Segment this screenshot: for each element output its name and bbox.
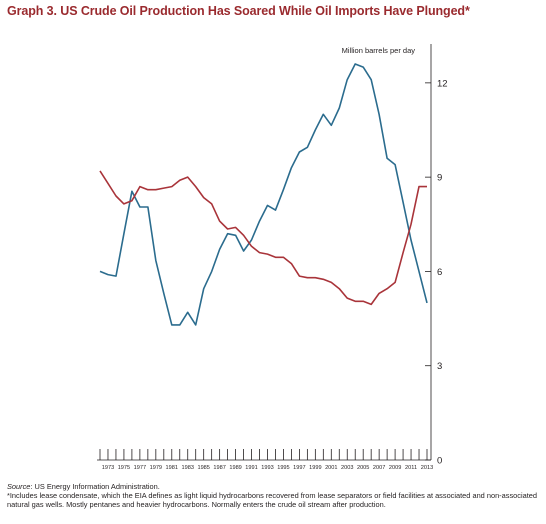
plot-area (99, 63, 428, 326)
y-ticks: 0 3 6 9 12 (425, 78, 448, 467)
x-tick-label: 1983 (182, 465, 194, 471)
x-tick-label: 1987 (213, 465, 225, 471)
x-tick-label: 1985 (197, 465, 209, 471)
footnote: *Includes lease condensate, which the EI… (7, 491, 537, 509)
x-tick-label: 2009 (389, 465, 401, 471)
source-text: : US Energy Information Administration. (30, 482, 160, 491)
x-tick-label: 1981 (166, 465, 178, 471)
x-tick-label: 1997 (293, 465, 305, 471)
x-tick-label: 2007 (373, 465, 385, 471)
y-axis: 0 3 6 9 12 Million barrels per day (342, 44, 448, 467)
x-tick-label: 1977 (134, 465, 146, 471)
y-tick-label: 3 (437, 361, 442, 372)
x-tick-label: 2011 (405, 465, 417, 471)
x-tick-label: 1973 (102, 465, 114, 471)
x-tick-label: 1999 (309, 465, 321, 471)
y-axis-unit-label: Million barrels per day (342, 46, 416, 55)
x-axis: 1973 1975 1977 1979 1981 1983 1985 1987 1989 1991… (97, 449, 433, 471)
x-tick-label: 1979 (150, 465, 162, 471)
production-line (99, 63, 428, 326)
source-label: Source (7, 482, 31, 491)
x-ticks: 1973 1975 1977 1979 1981 1983 1985 1987 1989 1991… (99, 449, 433, 471)
x-tick-label: 2005 (357, 465, 369, 471)
x-tick-label: 1993 (261, 465, 273, 471)
y-tick-label: 6 (437, 267, 442, 278)
x-tick-label: 1975 (118, 465, 130, 471)
y-tick-label: 12 (437, 78, 448, 89)
x-tick-label: 1989 (229, 465, 241, 471)
y-tick-label: 0 (437, 456, 442, 467)
imports-line (99, 170, 427, 306)
x-tick-label: 1995 (277, 465, 289, 471)
source-note: Source: US Energy Information Administra… (7, 482, 543, 491)
x-tick-label: 2001 (325, 465, 337, 471)
chart-title: Graph 3. US Crude Oil Production Has Soa… (7, 4, 470, 18)
y-tick-label: 9 (437, 173, 442, 184)
x-tick-label: 1991 (245, 465, 257, 471)
chart-notes: Source: US Energy Information Administra… (7, 482, 543, 509)
x-tick-label: 2013 (421, 465, 433, 471)
x-tick-label: 2003 (341, 465, 353, 471)
